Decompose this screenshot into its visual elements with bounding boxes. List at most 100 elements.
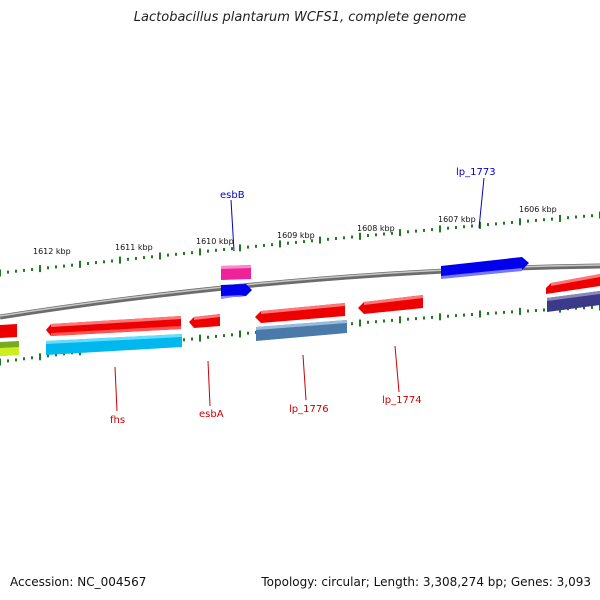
gene-esbB-feature[interactable] bbox=[221, 265, 251, 280]
minor-scale-tick bbox=[415, 229, 417, 233]
minor-scale-tick bbox=[583, 214, 585, 218]
minor-scale-tick bbox=[415, 317, 417, 321]
gene-label-fhs[interactable]: fhs bbox=[110, 415, 125, 426]
minor-scale-tick bbox=[351, 235, 353, 239]
gene-fhs-red-feature[interactable] bbox=[46, 316, 181, 336]
major-scale-tick bbox=[39, 265, 41, 273]
major-scale-tick bbox=[199, 248, 201, 256]
major-scale-tick bbox=[0, 358, 1, 366]
esbB-leader-line bbox=[230, 199, 235, 252]
minor-scale-tick bbox=[487, 223, 489, 227]
minor-scale-tick bbox=[55, 353, 57, 357]
minor-scale-tick bbox=[527, 219, 529, 223]
gene-red-right-feature[interactable] bbox=[546, 274, 600, 294]
minor-scale-tick bbox=[575, 306, 577, 310]
minor-scale-tick bbox=[391, 318, 393, 322]
minor-scale-tick bbox=[407, 317, 409, 321]
gene-green-left-edge-feature[interactable] bbox=[0, 341, 19, 356]
minor-scale-tick bbox=[183, 338, 185, 342]
minor-scale-tick bbox=[255, 244, 257, 248]
gene-label-esbB[interactable]: esbB bbox=[220, 190, 245, 201]
gene-label-esbA[interactable]: esbA bbox=[199, 409, 224, 420]
gene-lp_1776-feature[interactable] bbox=[256, 320, 347, 341]
gene-navy-right-feature[interactable] bbox=[547, 291, 600, 312]
gene-lp_1773-feature[interactable] bbox=[441, 257, 529, 279]
kbp-label-1608: 1608 kbp bbox=[357, 224, 395, 233]
minor-scale-tick bbox=[311, 239, 313, 243]
minor-scale-tick bbox=[375, 233, 377, 237]
minor-scale-tick bbox=[335, 237, 337, 240]
minor-scale-tick bbox=[303, 240, 305, 244]
gene-red-left-edge-feature[interactable] bbox=[0, 324, 17, 338]
major-scale-tick bbox=[279, 240, 281, 248]
minor-scale-tick bbox=[55, 265, 57, 269]
minor-scale-tick bbox=[375, 320, 377, 324]
minor-scale-tick bbox=[535, 309, 537, 312]
gene-blue-small-feature[interactable] bbox=[221, 284, 252, 299]
major-scale-tick bbox=[519, 307, 521, 315]
minor-scale-tick bbox=[143, 256, 145, 260]
minor-scale-tick bbox=[31, 356, 33, 360]
kbp-label-1606: 1606 kbp bbox=[519, 205, 557, 214]
minor-scale-tick bbox=[47, 354, 49, 358]
minor-scale-tick bbox=[103, 260, 105, 264]
map-title: Lactobacillus plantarum WCFS1, complete … bbox=[133, 10, 467, 25]
minor-scale-tick bbox=[63, 264, 65, 268]
minor-scale-tick bbox=[503, 221, 505, 225]
minor-scale-tick bbox=[71, 263, 73, 267]
accession-text: Accession: NC_004567 bbox=[10, 575, 147, 589]
minor-scale-tick bbox=[431, 315, 433, 319]
minor-scale-tick bbox=[455, 314, 457, 318]
minor-scale-tick bbox=[455, 226, 457, 229]
minor-scale-tick bbox=[271, 243, 273, 247]
minor-scale-tick bbox=[423, 228, 425, 232]
minor-scale-tick bbox=[495, 311, 497, 315]
minor-scale-tick bbox=[47, 266, 49, 270]
major-scale-tick bbox=[439, 313, 441, 321]
major-scale-tick bbox=[559, 214, 561, 222]
minor-scale-tick bbox=[231, 333, 233, 337]
esbA-leader-line bbox=[207, 360, 211, 407]
major-scale-tick bbox=[119, 256, 121, 264]
gene-esbA-feature[interactable] bbox=[189, 314, 220, 328]
minor-scale-tick bbox=[423, 316, 425, 320]
minor-scale-tick bbox=[247, 331, 249, 335]
gene-lp_1776-red-feature[interactable] bbox=[255, 303, 345, 323]
minor-scale-tick bbox=[183, 252, 185, 255]
minor-scale-tick bbox=[431, 228, 433, 232]
minor-scale-tick bbox=[135, 257, 137, 260]
minor-scale-tick bbox=[351, 322, 353, 326]
kbp-label-1610: 1610 kbp bbox=[196, 237, 234, 246]
minor-scale-tick bbox=[575, 215, 577, 219]
major-scale-tick bbox=[239, 330, 241, 338]
minor-scale-tick bbox=[591, 305, 593, 309]
minor-scale-tick bbox=[447, 226, 449, 230]
minor-scale-tick bbox=[295, 240, 297, 244]
minor-scale-tick bbox=[391, 231, 393, 235]
minor-scale-tick bbox=[527, 309, 529, 313]
minor-scale-tick bbox=[495, 222, 497, 226]
gene-lp_1774-feature[interactable] bbox=[358, 295, 423, 314]
gene-label-lp_1774[interactable]: lp_1774 bbox=[382, 395, 422, 406]
minor-scale-tick bbox=[535, 218, 537, 222]
minor-scale-tick bbox=[511, 310, 513, 314]
minor-scale-tick bbox=[231, 247, 233, 251]
gene-fhs-feature[interactable] bbox=[46, 334, 182, 355]
major-scale-tick bbox=[239, 244, 241, 252]
kbp-label-1611: 1611 kbp bbox=[115, 243, 153, 252]
major-scale-tick bbox=[359, 319, 361, 327]
minor-scale-tick bbox=[463, 313, 465, 317]
minor-scale-tick bbox=[447, 314, 449, 318]
minor-scale-tick bbox=[503, 310, 505, 314]
gene-label-lp_1773[interactable]: lp_1773 bbox=[456, 167, 496, 178]
minor-scale-tick bbox=[287, 241, 289, 245]
minor-scale-tick bbox=[511, 221, 513, 224]
gene-label-lp_1776[interactable]: lp_1776 bbox=[289, 404, 329, 415]
minor-scale-tick bbox=[15, 358, 17, 362]
minor-scale-tick bbox=[215, 248, 217, 252]
minor-scale-tick bbox=[551, 217, 553, 221]
minor-scale-tick bbox=[383, 232, 385, 236]
major-scale-tick bbox=[399, 316, 401, 324]
minor-scale-tick bbox=[7, 359, 9, 363]
